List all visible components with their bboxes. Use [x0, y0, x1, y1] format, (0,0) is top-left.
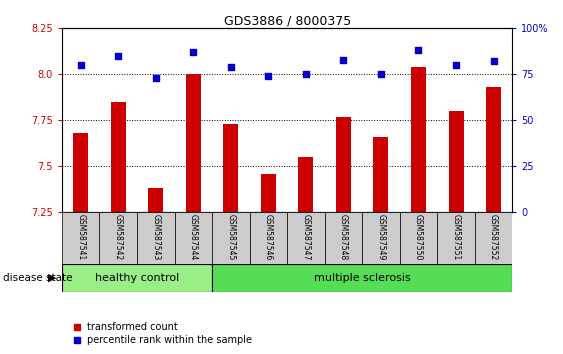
Bar: [249, 212, 287, 264]
Bar: [62, 212, 100, 264]
Bar: [373, 137, 388, 212]
Bar: [449, 111, 463, 212]
Bar: [224, 124, 238, 212]
Text: multiple sclerosis: multiple sclerosis: [314, 273, 410, 283]
Text: GSM587542: GSM587542: [114, 214, 123, 260]
Bar: [212, 212, 249, 264]
Bar: [100, 212, 137, 264]
Bar: [362, 212, 400, 264]
Text: ▶: ▶: [48, 273, 56, 283]
Bar: [336, 117, 351, 212]
Bar: [287, 212, 325, 264]
Text: disease state: disease state: [3, 273, 72, 283]
Bar: [111, 102, 126, 212]
Bar: [325, 212, 362, 264]
Bar: [400, 212, 437, 264]
Point: [377, 72, 386, 77]
Point: [76, 62, 85, 68]
Text: GSM587545: GSM587545: [226, 214, 235, 260]
Bar: [73, 133, 88, 212]
Bar: [261, 174, 276, 212]
Bar: [437, 212, 475, 264]
Text: GSM587548: GSM587548: [339, 214, 348, 260]
Point: [114, 53, 123, 59]
Point: [189, 50, 198, 55]
Point: [339, 57, 348, 62]
Bar: [486, 87, 501, 212]
Bar: [411, 67, 426, 212]
Bar: [175, 212, 212, 264]
Bar: [212, 264, 512, 292]
Text: GSM587549: GSM587549: [377, 214, 386, 260]
Text: GSM587541: GSM587541: [76, 214, 85, 260]
Point: [489, 59, 498, 64]
Bar: [186, 74, 201, 212]
Point: [414, 47, 423, 53]
Title: GDS3886 / 8000375: GDS3886 / 8000375: [224, 14, 351, 27]
Bar: [475, 212, 512, 264]
Text: GSM587543: GSM587543: [151, 214, 160, 260]
Bar: [62, 264, 212, 292]
Bar: [137, 212, 175, 264]
Legend: transformed count, percentile rank within the sample: transformed count, percentile rank withi…: [67, 319, 256, 349]
Bar: [298, 157, 314, 212]
Point: [264, 73, 273, 79]
Point: [226, 64, 235, 70]
Point: [151, 75, 160, 81]
Bar: [148, 188, 163, 212]
Text: healthy control: healthy control: [95, 273, 179, 283]
Text: GSM587552: GSM587552: [489, 214, 498, 260]
Point: [452, 62, 461, 68]
Text: GSM587550: GSM587550: [414, 214, 423, 260]
Text: GSM587551: GSM587551: [452, 214, 461, 260]
Text: GSM587546: GSM587546: [264, 214, 273, 260]
Text: GSM587547: GSM587547: [301, 214, 310, 260]
Point: [301, 72, 310, 77]
Text: GSM587544: GSM587544: [189, 214, 198, 260]
